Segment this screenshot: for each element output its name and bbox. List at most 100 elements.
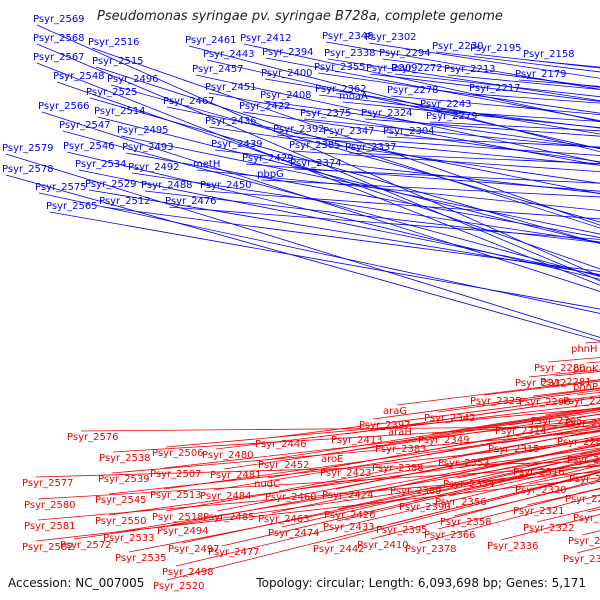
gene-label-forward[interactable]: Psyr_2408 xyxy=(260,90,312,101)
gene-label-forward[interactable]: Psyr_2514 xyxy=(94,106,146,117)
gene-label-forward[interactable]: Psyr_2230 xyxy=(432,41,484,52)
gene-label-forward[interactable]: Psyr_2304 xyxy=(383,126,435,137)
gene-label-reverse[interactable]: Psyr_2366 xyxy=(424,530,476,541)
gene-label-reverse[interactable]: Psyr_2395 xyxy=(376,525,428,536)
gene-label-forward[interactable]: Psyr_2569 xyxy=(33,14,85,25)
gene-label-forward[interactable]: Psyr_2436 xyxy=(205,116,257,127)
gene-label-forward[interactable]: Psyr_2566 xyxy=(38,101,90,112)
gene-label-forward[interactable]: Psyr_2243 xyxy=(420,99,472,110)
gene-label-reverse[interactable]: Psyr_2325 xyxy=(470,396,522,407)
gene-label-forward[interactable]: Psyr_2461 xyxy=(185,35,237,46)
gene-label-forward[interactable]: Psyr_2467 xyxy=(163,96,215,107)
gene-label-forward[interactable]: Psyr_2400 xyxy=(261,68,313,79)
gene-label-reverse[interactable]: Psyr_2397 xyxy=(359,420,411,431)
gene-label-forward[interactable]: Psyr_2394 xyxy=(262,47,314,58)
gene-label-reverse[interactable]: phnP xyxy=(573,382,598,393)
gene-label-forward[interactable]: Psyr_2179 xyxy=(515,69,567,80)
gene-label-reverse[interactable]: Psyr_2322 xyxy=(523,523,575,534)
gene-label-reverse[interactable]: Psyr_2316 xyxy=(513,467,565,478)
gene-label-forward[interactable]: pbpG xyxy=(257,169,284,180)
gene-label-reverse[interactable]: araH xyxy=(388,427,412,438)
gene-label-reverse[interactable]: Psyr_2353 xyxy=(438,458,490,469)
gene-label-reverse[interactable]: Psyr_2410 xyxy=(357,540,409,551)
gene-label-reverse[interactable]: Psyr_2423 xyxy=(320,468,372,479)
gene-label-forward[interactable]: Psyr_2324 xyxy=(361,108,413,119)
gene-label-forward[interactable]: Psyr_2278 xyxy=(387,85,439,96)
gene-label-reverse[interactable]: Psyr_2293 xyxy=(573,513,600,524)
gene-label-forward[interactable]: Psyr_2515 xyxy=(92,56,144,67)
gene-label-forward[interactable]: Psyr_2385 xyxy=(289,140,341,151)
gene-label-forward[interactable]: Psyr_2412 xyxy=(240,33,292,44)
gene-label-forward[interactable]: Psyr_2568 xyxy=(33,33,85,44)
gene-label-forward[interactable]: Psyr_2392 xyxy=(273,124,325,135)
gene-label-reverse[interactable]: Psyr_2273 xyxy=(565,418,600,429)
gene-label-reverse[interactable]: Psyr_2314 xyxy=(495,426,547,437)
gene-label-forward[interactable]: Psyr_2529 xyxy=(85,179,137,190)
gene-label-reverse[interactable]: Psyr_2460 xyxy=(265,492,317,503)
gene-label-reverse[interactable]: Psyr_2582 xyxy=(22,542,74,553)
gene-label-reverse[interactable]: Psyr_2452 xyxy=(258,460,310,471)
gene-label-reverse[interactable]: Psyr_2356 xyxy=(435,497,487,508)
gene-label-reverse[interactable]: Psyr_2474 xyxy=(268,528,320,539)
gene-label-reverse[interactable]: Psyr_2358 xyxy=(440,517,492,528)
gene-label-forward[interactable]: Psyr_2158 xyxy=(523,49,575,60)
gene-label-forward[interactable]: Psyr_2338 xyxy=(324,48,376,59)
gene-label-reverse[interactable]: Psyr_2506 xyxy=(152,448,204,459)
gene-label-reverse[interactable]: Psyr_2354 xyxy=(443,479,495,490)
gene-label-reverse[interactable]: Psyr_2433 xyxy=(323,522,375,533)
gene-label-reverse[interactable]: Psyr_2572 xyxy=(60,540,112,551)
gene-label-reverse[interactable]: Psyr_2286 xyxy=(569,474,600,485)
gene-label-reverse[interactable]: Psyr_2413 xyxy=(331,435,383,446)
gene-label-reverse[interactable]: Psyr_2580 xyxy=(24,500,76,511)
gene-label-reverse[interactable]: Psyr_2539 xyxy=(98,474,150,485)
gene-label-forward[interactable]: Psyr_2534 xyxy=(75,159,127,170)
gene-label-forward[interactable]: Psyr_2567 xyxy=(33,52,85,63)
gene-label-reverse[interactable]: Psyr_2520 xyxy=(153,581,205,592)
gene-label-reverse[interactable]: Psyr_2538 xyxy=(99,453,151,464)
gene-label-forward[interactable]: Psyr_2546 xyxy=(63,141,115,152)
gene-label-forward[interactable]: Psyr_2348 xyxy=(322,31,374,42)
gene-label-forward[interactable]: Psyr_2451 xyxy=(205,82,257,93)
gene-label-reverse[interactable]: Psyr_2507 xyxy=(150,469,202,480)
gene-label-forward[interactable]: Psyr_2525 xyxy=(86,87,138,98)
gene-label-forward[interactable]: Psyr_2213 xyxy=(444,64,496,75)
gene-label-reverse[interactable]: Psyr_2389 xyxy=(390,486,442,497)
gene-label-forward[interactable]: Psyr_2492 xyxy=(128,162,180,173)
gene-label-reverse[interactable]: Psyr_2477 xyxy=(208,547,260,558)
gene-label-reverse[interactable]: Psyr_2321 xyxy=(513,506,565,517)
gene-label-forward[interactable]: Psyr_2450 xyxy=(200,180,252,191)
gene-label-forward[interactable]: Psyr_2195 xyxy=(470,43,522,54)
gene-label-reverse[interactable]: Psyr_2446 xyxy=(255,439,307,450)
gene-label-reverse[interactable]: Psyr_2581 xyxy=(24,521,76,532)
gene-label-reverse[interactable]: Psyr_2494 xyxy=(157,526,209,537)
gene-label-forward[interactable]: Psyr_2496 xyxy=(107,74,159,85)
gene-label-reverse[interactable]: Psyr_2535 xyxy=(115,553,167,564)
gene-label-forward[interactable]: Psyr_2575 xyxy=(35,182,87,193)
gene-label-reverse[interactable]: phnH xyxy=(571,344,598,355)
gene-label-forward[interactable]: Psyr_2355 xyxy=(314,62,366,73)
gene-label-reverse[interactable]: Psyr_2480 xyxy=(202,450,254,461)
gene-label-forward[interactable]: Psyr_2548 xyxy=(53,71,105,82)
gene-label-reverse[interactable]: Psyr_2342 xyxy=(424,413,476,424)
gene-label-forward[interactable]: Psyr_2547 xyxy=(59,120,111,131)
gene-label-forward[interactable]: Psyr_2422 xyxy=(239,101,291,112)
gene-label-reverse[interactable]: Psyr_2550 xyxy=(95,516,147,527)
gene-label-reverse[interactable]: Psyr_2281 xyxy=(540,377,592,388)
gene-label-reverse[interactable]: Psyr_2305 xyxy=(531,416,583,427)
gene-label-forward[interactable]: Psyr_2579 xyxy=(2,143,54,154)
gene-label-reverse[interactable]: Psyr_2533 xyxy=(103,533,155,544)
gene-label-reverse[interactable]: Psyr_2498 xyxy=(162,567,214,578)
gene-label-reverse[interactable]: Psyr_2577 xyxy=(22,478,74,489)
gene-label-forward[interactable]: moaA xyxy=(339,91,368,102)
gene-label-forward[interactable]: Psyr_2294 xyxy=(379,48,431,59)
gene-label-reverse[interactable]: Psyr_2388 xyxy=(372,463,424,474)
gene-label-forward[interactable]: Psyr_2302 xyxy=(365,32,417,43)
gene-label-reverse[interactable]: Psyr_2424 xyxy=(322,490,374,501)
gene-label-forward[interactable]: Psyr_2362 xyxy=(315,84,367,95)
gene-label-reverse[interactable]: Psyr_2426 xyxy=(324,510,376,521)
gene-label-forward[interactable]: Psyr_2279 xyxy=(426,111,478,122)
gene-label-forward[interactable]: Psyr_2476 xyxy=(165,196,217,207)
gene-label-reverse[interactable]: Psyr_2284 xyxy=(557,437,600,448)
gene-label-reverse[interactable]: Psyr_2576 xyxy=(67,432,119,443)
